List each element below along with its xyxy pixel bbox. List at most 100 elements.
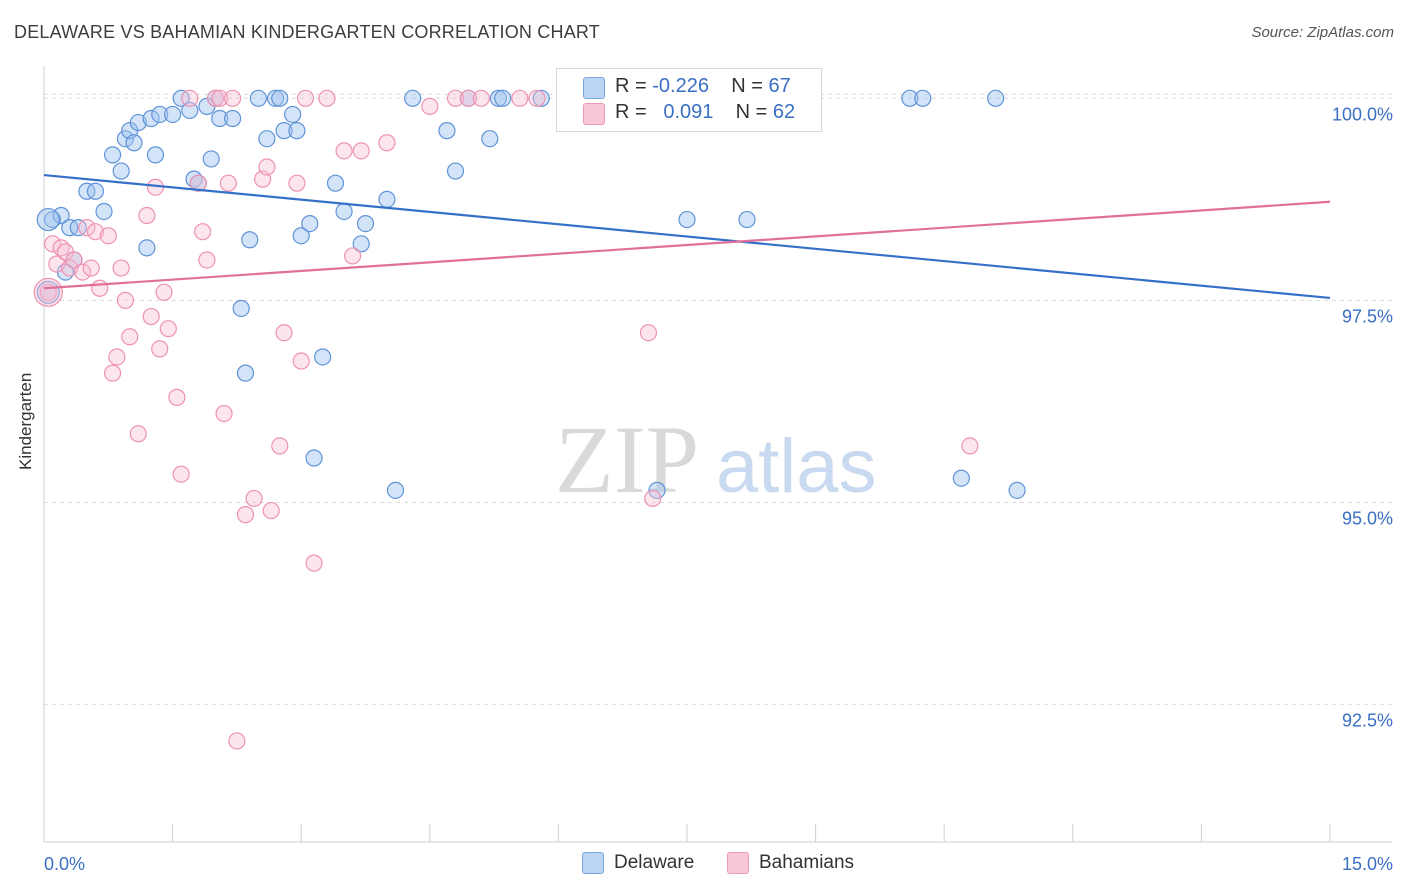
delaware-point-64 (952, 469, 970, 487)
bahamians-point-10 (86, 223, 105, 241)
bahamians-point-38 (245, 489, 263, 508)
bahamians-point-43 (275, 324, 293, 342)
bahamians-point-19 (138, 206, 156, 225)
delaware-point-58 (648, 481, 666, 499)
delaware-point-43 (326, 174, 345, 192)
y-tick-label-3: 92.5% (1342, 711, 1393, 731)
bahamians-point-31 (206, 89, 225, 107)
delaware-point-41 (305, 449, 323, 467)
bahamians-point-40 (258, 158, 276, 176)
bahamians-point-18 (129, 425, 147, 443)
delaware-point-14 (129, 113, 147, 132)
y-tick-label-0: 100.0% (1332, 104, 1393, 124)
delaware-point-56 (532, 89, 550, 107)
bahamians-point-28 (189, 174, 207, 192)
delaware-point-25 (202, 150, 220, 168)
bottom-legend-swatch-delaware (582, 852, 604, 874)
bahamians-point-9 (82, 259, 100, 277)
legend-n-value-bahamians: 62 (772, 101, 796, 123)
bahamians-point-16 (116, 291, 135, 309)
bahamians-point-49 (335, 142, 353, 160)
legend-swatch-delaware (583, 77, 605, 99)
bahamians-point-12 (99, 227, 117, 245)
bahamians-point-8 (78, 219, 96, 237)
legend-n-label: N = (731, 75, 763, 97)
bahamians-point-11 (91, 279, 109, 297)
bahamians-point-56 (472, 89, 490, 107)
delaware-point-39 (292, 227, 310, 245)
delaware-point-46 (356, 214, 375, 233)
bahamians-point-53 (421, 97, 439, 115)
watermark-zip: ZIP (555, 406, 699, 513)
bahamians-point-47 (305, 554, 323, 572)
delaware-point-13 (125, 134, 143, 152)
bahamians-point-13 (103, 364, 122, 382)
delaware-point-40 (301, 214, 319, 233)
delaware-point-54 (489, 89, 507, 107)
delaware-point-28 (224, 109, 242, 128)
bahamians-point-59 (639, 324, 658, 342)
bahamians-point-24 (159, 320, 177, 338)
bahamians-point-54 (446, 89, 465, 107)
gridlines (44, 93, 1392, 706)
axes (43, 66, 1392, 843)
bahamians-point-46 (296, 89, 315, 107)
delaware-point-18 (151, 105, 169, 124)
y-tick-label-1: 97.5% (1342, 306, 1393, 326)
delaware-point-51 (446, 162, 465, 180)
delaware-point-55 (494, 89, 512, 107)
bahamians-point-2 (48, 255, 66, 273)
delaware-point-33 (258, 130, 276, 148)
delaware-trendline (43, 173, 1331, 300)
watermark-atlas: atlas (716, 424, 877, 509)
delaware-point-11 (116, 130, 135, 148)
bahamians-point-1 (43, 235, 62, 253)
bahamians-point-17 (121, 328, 139, 346)
y-tick-label-2: 95.0% (1342, 508, 1393, 528)
bahamians-point-35 (224, 89, 242, 107)
delaware-point-62 (901, 89, 919, 107)
bahamians-point-27 (181, 89, 199, 107)
delaware-point-44 (335, 202, 353, 221)
bahamians-point-61 (961, 437, 979, 455)
bahamians-point-45 (292, 352, 310, 370)
legend-n-label: N = (735, 101, 768, 123)
bahamians-point-44 (288, 174, 306, 192)
delaware-point-60 (678, 210, 696, 229)
legend-r-value-delaware: -0.226 (652, 75, 709, 97)
bahamians-point-50 (344, 247, 362, 265)
y-tick-labels: 100.0% 97.5% 95.0% 92.5% (1332, 104, 1393, 730)
delaware-point-49 (404, 89, 422, 107)
delaware-point-17 (146, 146, 165, 164)
delaware-point-34 (266, 89, 285, 107)
bahamians-point-25 (168, 388, 186, 406)
bahamians-point-20 (142, 307, 160, 326)
delaware-point-45 (352, 235, 370, 253)
bahamians-point-58 (528, 89, 546, 107)
x-tick-label-0: 0.0% (44, 854, 85, 874)
bahamians-point-36 (228, 732, 246, 750)
delaware-point-30 (236, 364, 255, 382)
delaware-point-9 (103, 146, 122, 164)
bahamians-point-55 (459, 89, 477, 107)
bahamians-point-23 (155, 283, 173, 301)
delaware-point-32 (249, 89, 267, 107)
bahamians-point-22 (151, 340, 169, 358)
legend-n-value-delaware: 67 (768, 75, 791, 97)
x-tick-labels: 0.0% 15.0% (44, 854, 1393, 874)
delaware-point-53 (481, 130, 499, 148)
series-bahamians (33, 89, 979, 750)
x-tick-label-1: 15.0% (1342, 854, 1393, 874)
delaware-point-36 (275, 122, 293, 140)
delaware-point-27 (211, 109, 229, 128)
delaware-point-21 (181, 101, 199, 120)
delaware-point-35 (271, 89, 289, 107)
delaware-point-19 (164, 105, 182, 124)
delaware-point-10 (112, 162, 130, 180)
bahamians-point-41 (262, 501, 280, 520)
delaware-point-37 (284, 105, 302, 124)
bahamians-cluster-point (33, 277, 63, 307)
trendlines (43, 173, 1331, 300)
delaware-point-31 (241, 231, 259, 249)
